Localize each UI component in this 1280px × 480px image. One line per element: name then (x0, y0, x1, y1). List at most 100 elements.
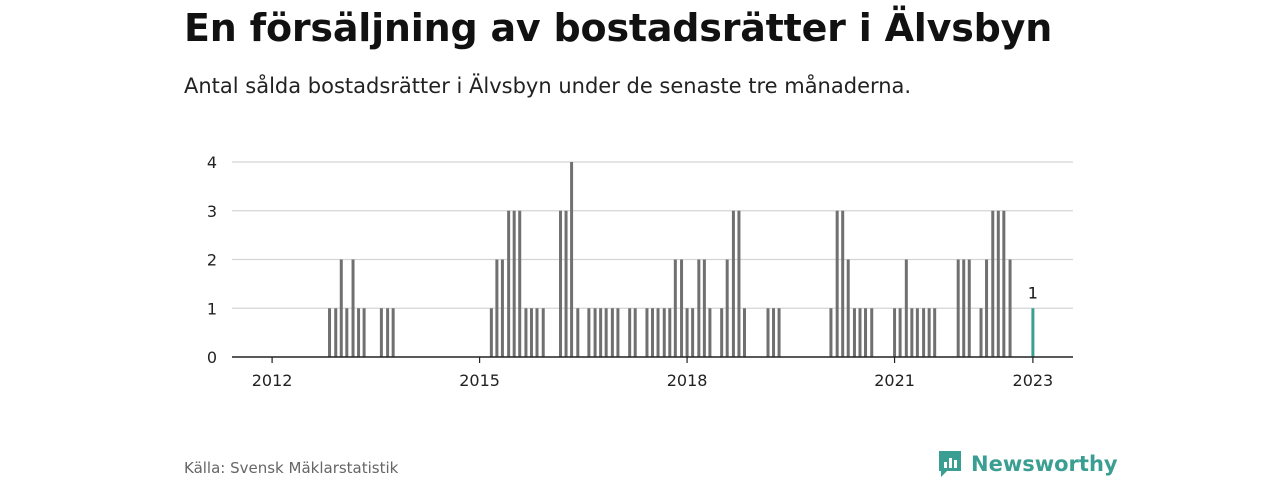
bar (386, 308, 390, 357)
bar (858, 308, 862, 357)
bar (996, 210, 1000, 357)
bar (766, 308, 770, 357)
bar-highlight (1031, 308, 1035, 357)
bar (391, 308, 395, 357)
bar (507, 210, 511, 357)
bar (345, 308, 349, 357)
brand-name: Newsworthy (971, 452, 1118, 476)
bar (898, 308, 902, 357)
bar (587, 308, 591, 357)
bar (852, 308, 856, 357)
bar (979, 308, 983, 357)
x-tick-label: 2012 (252, 371, 293, 390)
bar (529, 308, 533, 357)
bar (904, 259, 908, 357)
bar (559, 210, 563, 357)
bar (524, 308, 528, 357)
bar (915, 308, 919, 357)
bar (1002, 210, 1006, 357)
bar (1008, 259, 1012, 357)
axes (232, 356, 1073, 363)
bar (985, 259, 989, 357)
labels: 0 1 2 3 4 2012 2015 2018 2021 2023 1 (207, 153, 1053, 390)
bar (500, 259, 504, 357)
bar (829, 308, 833, 357)
y-tick-label: 0 (207, 348, 217, 367)
bar (570, 162, 574, 357)
bar (962, 259, 966, 357)
bar (334, 308, 338, 357)
bar (680, 259, 684, 357)
bar (362, 308, 366, 357)
bar (967, 259, 971, 357)
bar (535, 308, 539, 357)
newsworthy-icon (939, 451, 961, 477)
bar (777, 308, 781, 357)
highlight-value-label: 1 (1028, 283, 1038, 302)
y-tick-label: 2 (207, 251, 217, 270)
bar (893, 308, 897, 357)
bar (737, 210, 741, 357)
bar (846, 259, 850, 357)
bar (910, 308, 914, 357)
bar (576, 308, 580, 357)
bar (518, 210, 522, 357)
bar (541, 308, 545, 357)
bar (604, 308, 608, 357)
bar (927, 308, 931, 357)
bar (685, 308, 689, 357)
bar (720, 308, 724, 357)
y-tick-label: 3 (207, 202, 217, 221)
bar (489, 308, 493, 357)
bar (841, 210, 845, 357)
bars (328, 162, 1035, 357)
bar (991, 210, 995, 357)
bar (495, 259, 499, 357)
x-tick-label: 2023 (1013, 371, 1054, 390)
bar (351, 259, 355, 357)
bar (835, 210, 839, 357)
bar (599, 308, 603, 357)
bar (616, 308, 620, 357)
bar (668, 308, 672, 357)
chart-subtitle: Antal sålda bostadsrätter i Älvsbyn unde… (184, 74, 912, 98)
bar (673, 259, 677, 357)
bar (870, 308, 874, 357)
y-tick-label: 4 (207, 153, 217, 172)
bar (656, 308, 660, 357)
bar (328, 308, 332, 357)
bar (628, 308, 632, 357)
bar (864, 308, 868, 357)
x-tick-label: 2021 (874, 371, 915, 390)
bar (742, 308, 746, 357)
bar (697, 259, 701, 357)
bar (593, 308, 597, 357)
bar (662, 308, 666, 357)
bar (610, 308, 614, 357)
x-tick-label: 2018 (667, 371, 708, 390)
bar (933, 308, 937, 357)
grid-lines (232, 161, 1073, 309)
bar (564, 210, 568, 357)
x-tick-label: 2015 (459, 371, 500, 390)
chart-title: En försäljning av bostadsrätter i Älvsby… (184, 6, 1053, 50)
bar (633, 308, 637, 357)
bar (956, 259, 960, 357)
bar (725, 259, 729, 357)
bar (691, 308, 695, 357)
bar (379, 308, 383, 357)
bar (772, 308, 776, 357)
bar (645, 308, 649, 357)
bar (339, 259, 343, 357)
bar (357, 308, 361, 357)
bar (708, 308, 712, 357)
bar (651, 308, 654, 357)
y-tick-label: 1 (207, 299, 217, 318)
brand-logo[interactable]: Newsworthy (937, 449, 1118, 479)
bar (922, 308, 926, 357)
bar (702, 259, 706, 357)
bar (731, 210, 735, 357)
source-note: Källa: Svensk Mäklarstatistik (184, 459, 399, 477)
bar (512, 210, 516, 357)
